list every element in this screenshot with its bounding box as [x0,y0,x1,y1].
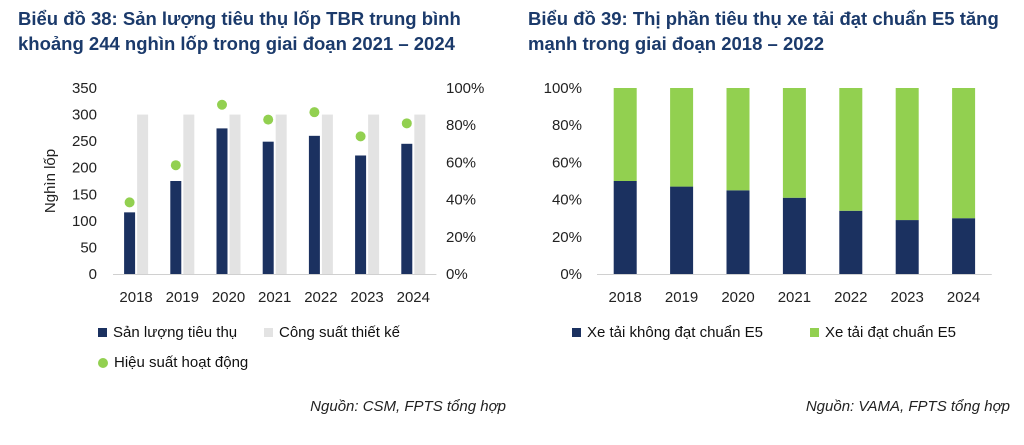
y2-tick-label: 80% [446,117,476,134]
bar-consumption [216,128,228,274]
bar-capacity [275,114,287,274]
bar-e5 [726,88,750,191]
x-tick-label: 2024 [397,289,430,306]
x-tick-label: 2020 [212,289,245,306]
bar-capacity [183,114,195,274]
bar-e5 [839,88,863,211]
y-tick-label: 60% [552,154,582,171]
bar-consumption [308,135,320,274]
bar-capacity [368,114,380,274]
bar-non-e5 [613,181,637,274]
chart-title: Biểu đồ 38: Sản lượng tiêu thụ lốp TBR t… [18,8,461,54]
bar-consumption [124,212,136,274]
y-tick-label: 0 [89,266,97,283]
legend-label: Xe tải không đạt chuẩn E5 [587,324,763,341]
tbr-chart-svg: 0 50 100 150 200 250 300 350 0% 20% 40% 60% 80% 100% N… [42,80,484,306]
point-utilization [217,99,227,110]
y-tick-label: 20% [552,229,582,246]
legend-item-consumption: Sản lượng tiêu thụ [98,324,237,341]
x-tick-label: 2022 [834,289,867,306]
y-tick-label: 100% [544,80,582,97]
bar-consumption [401,143,413,274]
y-tick-label: 200 [72,160,97,177]
x-tick-label: 2021 [778,289,811,306]
legend-swatch-navy [98,328,107,337]
bar-e5 [670,88,694,187]
bar-non-e5 [782,197,806,274]
y2-tick-label: 0% [446,266,468,283]
legend-label: Hiệu suất hoạt động [114,354,249,371]
chart-source: Nguồn: CSM, FPTS tổng hợp [310,398,506,415]
bar-non-e5 [839,210,863,274]
e5-chart-svg: 0% 20% 40% 60% 80% 100% 2018 2019 2020 2021 2022 20… [544,80,992,306]
legend-swatch-gray [264,328,273,337]
y-tick-label: 250 [72,133,97,150]
x-tick-label: 2024 [947,289,980,306]
bar-e5 [782,88,806,198]
bar-consumption [262,141,274,274]
point-utilization [309,107,320,118]
x-tick-label: 2023 [350,289,383,306]
legend-item-utilization: Hiệu suất hoạt động [98,354,248,371]
legend-label: Sản lượng tiêu thụ [113,324,238,341]
bar-e5 [895,88,919,221]
bar-e5 [952,88,976,219]
bar-non-e5 [670,186,694,274]
x-tick-label: 2020 [721,289,754,306]
x-tick-label: 2021 [258,289,291,306]
y-tick-label: 50 [80,239,97,256]
x-tick-label: 2019 [665,289,698,306]
x-tick-label: 2023 [891,289,924,306]
y-tick-label: 80% [552,117,582,134]
y-tick-label: 300 [72,107,97,124]
legend-swatch-navy [572,328,581,337]
bar-non-e5 [952,218,976,274]
chart-title: Biểu đồ 39: Thị phần tiêu thụ xe tải đạt… [528,8,999,54]
chart-panel-e5-trucks: Biểu đồ 39: Thị phần tiêu thụ xe tải đạt… [512,0,1024,445]
y2-tick-label: 100% [446,80,484,97]
legend-item-non-e5: Xe tải không đạt chuẩn E5 [572,324,763,341]
y-tick-label: 100 [72,213,97,230]
legend-swatch-green [810,328,819,337]
y-tick-label: 40% [552,192,582,209]
y-tick-label: 0% [560,266,582,283]
legend-label: Công suất thiết kế [279,324,400,341]
point-utilization [263,114,274,125]
bar-capacity [229,114,241,274]
y-axis-title: Nghìn lốp [42,149,59,213]
chart-source: Nguồn: VAMA, FPTS tổng hợp [805,398,1010,415]
bar-consumption [170,181,182,274]
bar-non-e5 [895,220,919,274]
x-tick-label: 2018 [119,289,152,306]
bar-e5 [613,88,637,181]
point-utilization [124,197,135,208]
x-tick-label: 2019 [166,289,199,306]
bar-capacity [414,114,426,274]
legend-item-e5: Xe tải đạt chuẩn E5 [810,324,956,341]
legend-swatch-green-dot [98,357,108,368]
bar-non-e5 [726,190,750,274]
x-tick-label: 2022 [304,289,337,306]
point-utilization [355,131,366,142]
legend-label: Xe tải đạt chuẩn E5 [825,324,956,341]
bar-capacity [137,114,149,274]
chart-panel-tbr-tires: Biểu đồ 38: Sản lượng tiêu thụ lốp TBR t… [18,8,506,415]
bar-consumption [355,155,367,274]
y2-tick-label: 20% [446,229,476,246]
y2-tick-label: 60% [446,154,476,171]
y-tick-label: 150 [72,186,97,203]
point-utilization [170,160,181,171]
x-tick-label: 2018 [609,289,642,306]
point-utilization [401,118,412,129]
y2-tick-label: 40% [446,192,476,209]
y-tick-label: 350 [72,80,97,97]
bar-capacity [321,114,333,274]
legend-item-capacity: Công suất thiết kế [264,324,400,341]
